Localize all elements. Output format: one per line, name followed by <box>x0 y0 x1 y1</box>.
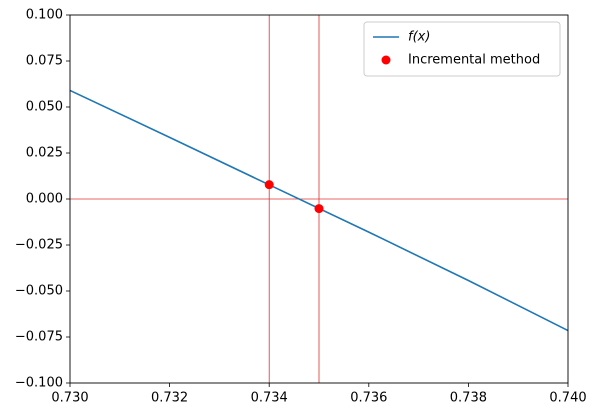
y-tick-label: 0.075 <box>26 54 63 69</box>
x-tick-label: 0.738 <box>450 391 487 406</box>
legend: f(x) Incremental method <box>363 21 561 77</box>
x-tick-label: 0.730 <box>51 391 88 406</box>
x-tick-label: 0.736 <box>350 391 387 406</box>
y-tick-label: 0.025 <box>26 146 63 161</box>
x-tick-label: 0.734 <box>251 391 288 406</box>
point <box>314 204 324 214</box>
y-tick-label: −0.075 <box>15 330 63 345</box>
y-tick-label: −0.025 <box>15 238 63 253</box>
legend-box <box>363 21 561 77</box>
legend-label: Incremental method <box>408 53 540 68</box>
x-tick-label: 0.732 <box>151 391 188 406</box>
y-tick-label: 0.100 <box>26 8 63 23</box>
legend-swatch <box>381 55 391 65</box>
legend-label: f(x) <box>408 30 430 45</box>
x-tick-label: 0.740 <box>549 391 586 406</box>
y-tick-label: 0.000 <box>26 192 63 207</box>
y-tick-label: −0.050 <box>15 284 63 299</box>
y-tick-label: 0.050 <box>26 100 63 115</box>
y-tick-label: −0.100 <box>15 376 63 391</box>
point <box>264 180 274 190</box>
